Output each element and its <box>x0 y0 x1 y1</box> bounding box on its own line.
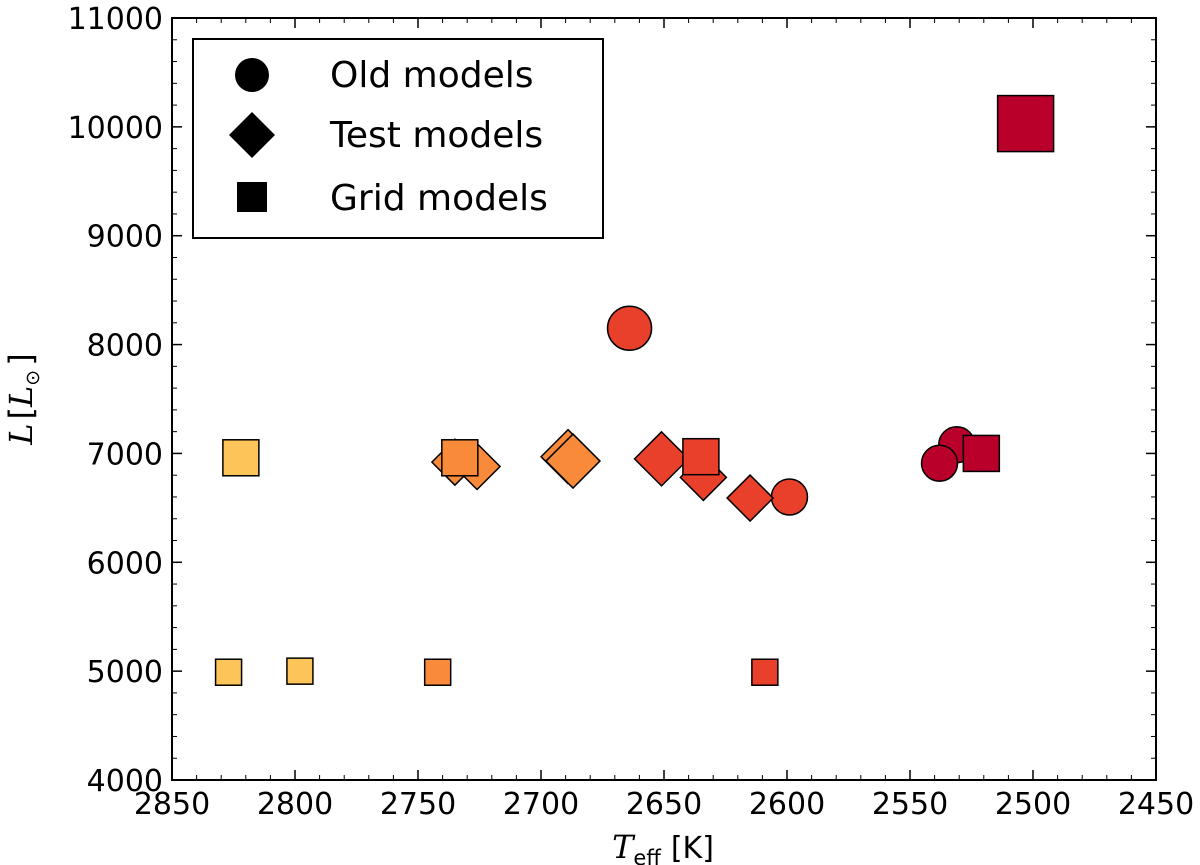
grid-model-point <box>996 94 1055 153</box>
grid-model-point <box>423 658 452 686</box>
test-model-point <box>726 473 775 523</box>
x-tick-label: 2500 <box>995 787 1071 822</box>
y-tick-label: 5000 <box>87 655 163 690</box>
y-axis-sun-symbol: ⊙ <box>22 370 44 386</box>
grid-model-point <box>751 658 779 686</box>
x-axis-label: Teff [K] <box>612 828 714 865</box>
y-tick-label: 8000 <box>87 329 163 364</box>
x-axis-symbol: T <box>612 828 636 865</box>
x-tick-label: 2750 <box>380 787 456 822</box>
test-model-point <box>633 430 690 487</box>
legend-marker-square <box>237 182 267 212</box>
legend-marker-diamond <box>229 112 275 158</box>
y-tick-label: 7000 <box>87 437 163 472</box>
y-axis-label: L[L⊙] <box>2 353 44 445</box>
axis-ticks <box>171 17 1157 781</box>
legend-label-grid: Grid models <box>330 178 548 219</box>
y-axis-bracket-open: [ <box>2 407 40 419</box>
legend: Old models Test models Grid models <box>192 38 604 239</box>
x-axis-subscript: eff <box>633 846 661 865</box>
y-tick-label: 9000 <box>87 220 163 255</box>
grid-model-point <box>286 657 314 685</box>
x-tick-label: 2850 <box>134 787 210 822</box>
legend-marker-circle <box>235 58 269 92</box>
x-tick-label: 2450 <box>1118 787 1194 822</box>
legend-label-old: Old models <box>330 55 533 96</box>
axis-tick-labels: 2850 2800 2750 2700 2650 2600 2550 2500 2450 4000… <box>68 2 1195 822</box>
data-points <box>214 94 1055 686</box>
x-tick-label: 2800 <box>257 787 333 822</box>
x-axis-unit: [K] <box>671 831 714 865</box>
x-tick-label: 2700 <box>503 787 579 822</box>
y-tick-label: 10000 <box>68 111 163 146</box>
old-model-point <box>920 444 959 482</box>
old-model-point <box>770 478 809 516</box>
y-tick-label: 6000 <box>87 546 163 581</box>
test-model-point <box>544 432 602 490</box>
grid-model-point <box>441 439 479 477</box>
grid-model-point <box>962 434 1001 473</box>
x-tick-label: 2550 <box>872 787 948 822</box>
y-axis-bracket-close: ] <box>2 353 40 365</box>
y-tick-label: 11000 <box>68 2 163 37</box>
legend-label-test: Test models <box>329 115 543 156</box>
grid-model-point <box>214 658 243 686</box>
y-tick-label: 4000 <box>87 764 163 799</box>
grid-model-point <box>682 437 720 476</box>
old-model-point <box>606 305 653 351</box>
grid-model-point <box>222 439 260 477</box>
y-axis-subsymbol: L <box>2 386 40 408</box>
y-axis-symbol: L <box>2 423 40 445</box>
x-tick-label: 2600 <box>749 787 825 822</box>
x-tick-label: 2650 <box>626 787 702 822</box>
